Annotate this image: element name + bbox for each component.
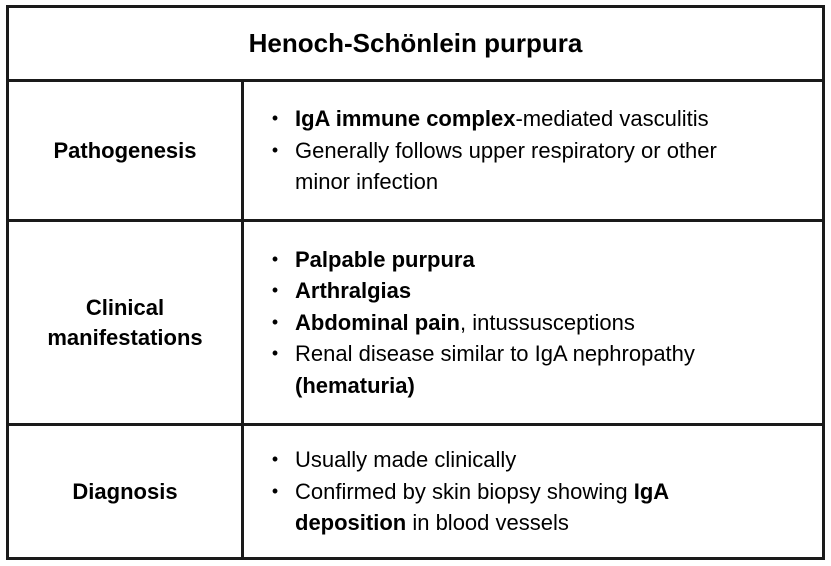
table-row-diagnosis: Diagnosis • Usually made clinically • Confi… [9,426,822,557]
row-content-diagnosis: • Usually made clinically • Confirmed by sk… [244,426,822,557]
bullet-icon: • [271,108,279,129]
table-row-pathogenesis: Pathogenesis • IgA immune complex-mediate… [9,82,822,222]
table-title: Henoch-Schönlein purpura [9,8,822,82]
bullet-icon: • [271,343,279,364]
bullet-icon: • [271,449,279,470]
bullet-icon: • [271,280,279,301]
bullet-icon: • [271,139,279,160]
list-item-text: -mediated vasculitis [515,106,709,132]
list-item-text: in blood vessels [406,510,569,536]
list-item: • Confirmed by skin biopsy showing IgA dep… [268,476,669,539]
table: Henoch-Schönlein purpura Pathogenesis • I… [6,5,825,560]
row-label-diagnosis: Diagnosis [9,426,244,557]
bullet-icon: • [271,248,279,269]
list-item-text: minor infection [295,169,439,195]
list-item: • Palpable purpura [268,244,695,276]
bold-text: Arthralgias [295,278,412,304]
bold-text: deposition [295,510,407,536]
bold-text: Abdominal pain [295,309,460,335]
bullet-list-clinical-manifestations: • Palpable purpura • Arthralgias • Abdominal … [244,244,695,402]
bullet-list-diagnosis: • Usually made clinically • Confirmed by sk… [244,444,669,539]
row-content-pathogenesis: • IgA immune complex-mediated vasculitis •… [244,82,822,219]
row-label-clinical-manifestations: Clinical manifestations [9,222,244,423]
list-item: • Usually made clinically [268,444,669,476]
bold-text: Palpable purpura [295,246,475,272]
list-item-text: Generally follows upper respiratory or o… [295,137,717,163]
bullet-icon: • [271,480,279,501]
bold-text: IgA immune complex [295,106,516,132]
bold-text: IgA [633,478,670,504]
bold-text: (hematuria) [295,372,415,398]
list-item: • Arthralgias [268,275,695,307]
list-item: • Generally follows upper respiratory or … [268,135,717,198]
bullet-icon: • [271,311,279,332]
list-item-text: , intussusceptions [460,309,635,335]
row-content-clinical-manifestations: • Palpable purpura • Arthralgias • Abdominal … [244,222,822,423]
list-item-text: Confirmed by skin biopsy showing [295,478,634,504]
bullet-list-pathogenesis: • IgA immune complex-mediated vasculitis •… [244,103,717,198]
list-item-text: Usually made clinically [295,447,517,473]
list-item: • IgA immune complex-mediated vasculitis [268,103,717,135]
list-item: • Abdominal pain, intussusceptions [268,307,695,339]
table-row-clinical-manifestations: Clinical manifestations • Palpable purpur… [9,222,822,426]
list-item-text: Renal disease similar to IgA nephropathy [295,341,695,367]
list-item: • Renal disease similar to IgA nephropath… [268,338,695,401]
row-label-pathogenesis: Pathogenesis [9,82,244,219]
